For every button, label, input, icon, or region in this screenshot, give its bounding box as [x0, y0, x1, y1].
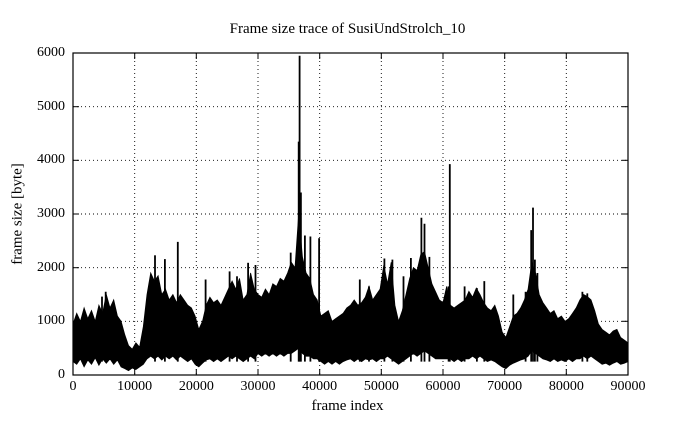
x-tick-label: 90000	[610, 379, 646, 394]
y-tick-label: 6000	[37, 45, 65, 60]
x-tick-label: 10000	[117, 379, 153, 394]
chart-title: Frame size trace of SusiUndStrolch_10	[229, 21, 466, 37]
x-tick-label: 80000	[548, 379, 584, 394]
x-axis-label: frame index	[311, 398, 384, 414]
y-tick-label: 0	[58, 367, 65, 382]
y-tick-label: 5000	[37, 98, 65, 114]
x-tick-label: 60000	[425, 379, 461, 394]
y-tick-label: 3000	[37, 206, 65, 221]
y-tick-label: 4000	[37, 152, 65, 168]
x-tick-label: 20000	[178, 379, 214, 394]
x-tick-label: 70000	[487, 379, 523, 394]
y-tick-label: 1000	[37, 313, 65, 329]
x-tick-label: 40000	[302, 379, 338, 394]
y-tick-label: 2000	[37, 259, 65, 275]
x-tick-label: 0	[69, 379, 77, 394]
x-tick-label: 30000	[240, 379, 276, 394]
x-tick-label: 50000	[363, 379, 399, 394]
